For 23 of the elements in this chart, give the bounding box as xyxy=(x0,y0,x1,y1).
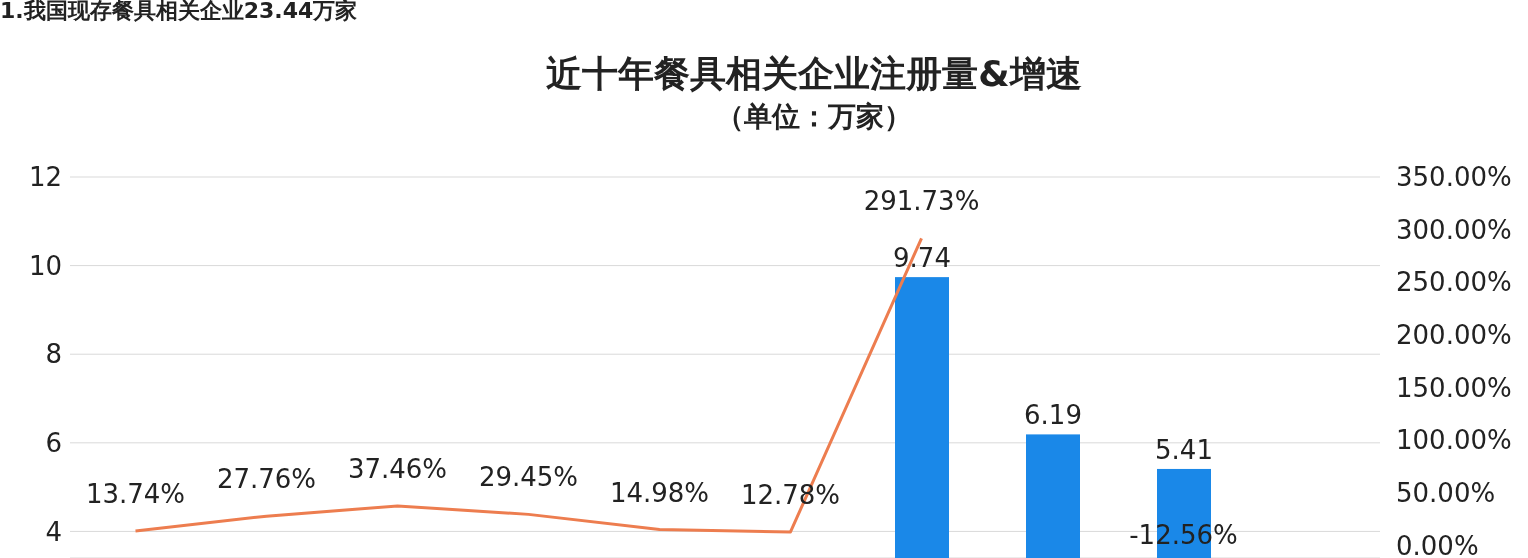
data-label: 29.45% xyxy=(478,462,579,493)
y2-tick-label: 250.00% xyxy=(1396,267,1512,298)
y2-tick-label: 200.00% xyxy=(1396,320,1512,351)
chart-subtitle: （单位：万家） xyxy=(715,99,913,135)
data-label: 5.41 xyxy=(1155,434,1213,465)
data-label: 6.19 xyxy=(1024,400,1082,431)
data-label: 291.73% xyxy=(863,186,980,217)
data-label: 14.98% xyxy=(609,477,710,508)
y2-tick-label: 50.00% xyxy=(1396,477,1496,508)
y-tick-label: 10 xyxy=(28,250,62,281)
y-tick-label: 6 xyxy=(45,428,62,459)
y-tick-label: 8 xyxy=(45,339,62,370)
data-label: 13.74% xyxy=(85,478,186,509)
y2-tick-label: 300.00% xyxy=(1396,214,1512,245)
data-label: 37.46% xyxy=(347,453,448,484)
y2-tick-label: 0.00% xyxy=(1396,530,1479,558)
y2-tick-label: 150.00% xyxy=(1396,372,1512,403)
y2-tick-label: 350.00% xyxy=(1396,162,1512,193)
y-tick-label: 4 xyxy=(45,516,62,547)
data-label: 27.76% xyxy=(216,464,317,495)
y-tick-label: 12 xyxy=(28,162,62,193)
y2-tick-label: 100.00% xyxy=(1396,425,1512,456)
chart-title: 近十年餐具相关企业注册量&增速 xyxy=(545,52,1083,96)
